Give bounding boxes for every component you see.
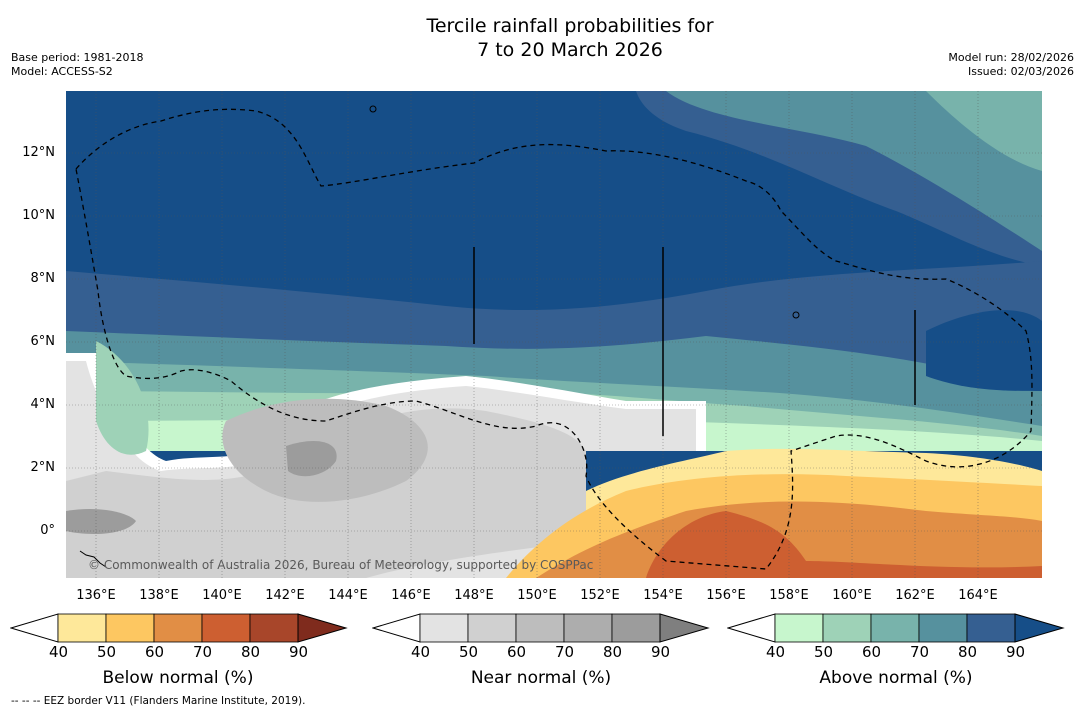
colorbar-below-swatches [9, 613, 348, 643]
meta-left: Base period: 1981-2018 Model: ACCESS-S2 [11, 51, 143, 79]
colorbar-above-title: Above normal (%) [819, 668, 973, 688]
colorbar-min-arrow [9, 613, 59, 643]
cb-tick: 60 [507, 643, 527, 661]
meta-right: Model run: 28/02/2026 Issued: 02/03/2026 [948, 51, 1074, 79]
lon-tick: 148°E [454, 588, 494, 603]
cb-tick: 70 [910, 643, 930, 661]
issued-date: Issued: 02/03/2026 [967, 65, 1074, 78]
probability-map: © Commonwealth of Australia 2026, Bureau… [66, 91, 1042, 578]
graticule [66, 91, 1042, 578]
lon-tick: 150°E [517, 588, 557, 603]
colorbar-swatch [515, 613, 565, 643]
cb-tick: 90 [289, 643, 309, 661]
band-near-80-sw [66, 509, 136, 534]
colorbar-swatch [249, 613, 299, 643]
lat-tick: 6°N [30, 334, 56, 349]
colorbar-swatch [611, 613, 661, 643]
colorbar-swatch [419, 613, 469, 643]
lon-tick: 154°E [643, 588, 683, 603]
band-below-70 [646, 511, 1042, 578]
lat-tick: 4°N [30, 397, 56, 412]
colorbar-swatch [870, 613, 920, 643]
colorbar-near-title: Near normal (%) [470, 668, 612, 688]
cb-tick: 40 [411, 643, 431, 661]
colorbar-swatch [563, 613, 613, 643]
colorbar-max-arrow [297, 613, 348, 643]
colorbar-swatch [774, 613, 824, 643]
lat-tick: 8°N [30, 271, 56, 286]
model-run: Model run: 28/02/2026 [948, 51, 1074, 64]
map-canvas [66, 91, 1042, 578]
eez-border [75, 108, 1033, 570]
cb-tick: 80 [958, 643, 978, 661]
lon-tick: 156°E [706, 588, 746, 603]
colorbar-below [9, 613, 350, 647]
lat-tick: 10°N [22, 208, 55, 223]
lon-tick: 140°E [202, 588, 242, 603]
lat-tick: 0° [40, 523, 55, 538]
model-name: Model: ACCESS-S2 [11, 65, 113, 78]
lon-tick: 158°E [769, 588, 809, 603]
band-above-70-ne [666, 91, 1042, 251]
colorbar-below-title: Below normal (%) [102, 668, 254, 688]
colorbar-swatch [201, 613, 251, 643]
lon-tick: 138°E [139, 588, 179, 603]
base-period: Base period: 1981-2018 [11, 51, 144, 64]
cb-tick: 40 [49, 643, 69, 661]
colorbar-swatch [57, 613, 107, 643]
lon-tick: 164°E [958, 588, 998, 603]
lon-tick: 160°E [832, 588, 872, 603]
cb-tick: 50 [459, 643, 479, 661]
cb-tick: 50 [97, 643, 117, 661]
lat-tick: 2°N [30, 460, 56, 475]
lon-tick: 152°E [580, 588, 620, 603]
band-above-60-ne [926, 91, 1042, 171]
cb-tick: 80 [603, 643, 623, 661]
colorbar-swatch [918, 613, 968, 643]
band-above-90-east [926, 310, 1042, 391]
cb-tick: 70 [555, 643, 575, 661]
zone-dividers [473, 247, 916, 436]
colorbar-swatch [467, 613, 517, 643]
eez-footnote: -- -- -- EEZ border V11 (Flanders Marine… [11, 695, 306, 707]
cb-tick: 80 [241, 643, 261, 661]
colorbar-max-arrow [659, 613, 710, 643]
cb-tick: 90 [651, 643, 671, 661]
island-markers [79, 105, 800, 568]
lon-tick: 146°E [391, 588, 431, 603]
map-title: Tercile rainfall probabilities for 7 to … [0, 14, 1085, 62]
copyright-notice: © Commonwealth of Australia 2026, Bureau… [88, 558, 594, 572]
colorbar-above-swatches [726, 613, 1065, 643]
colorbar-swatch [822, 613, 872, 643]
colorbar-swatch [966, 613, 1016, 643]
colorbar-above [726, 613, 1067, 647]
colorbar-swatch [153, 613, 203, 643]
lat-tick: 12°N [22, 145, 55, 160]
cb-tick: 60 [145, 643, 165, 661]
colorbar-near-swatches [371, 613, 710, 643]
colorbar-swatch [105, 613, 155, 643]
band-above-50-west [96, 341, 149, 455]
lon-tick: 136°E [76, 588, 116, 603]
cb-tick: 70 [193, 643, 213, 661]
cb-tick: 40 [766, 643, 786, 661]
cb-tick: 50 [814, 643, 834, 661]
colorbar-near [371, 613, 712, 647]
lon-tick: 142°E [265, 588, 305, 603]
colorbar-max-arrow [1014, 613, 1065, 643]
lon-tick: 144°E [328, 588, 368, 603]
title-line-1: Tercile rainfall probabilities for [426, 15, 714, 37]
lon-tick: 162°E [895, 588, 935, 603]
cb-tick: 90 [1006, 643, 1026, 661]
colorbar-min-arrow [726, 613, 776, 643]
cb-tick: 60 [862, 643, 882, 661]
colorbar-min-arrow [371, 613, 421, 643]
title-line-2: 7 to 20 March 2026 [477, 39, 663, 61]
band-near-80 [286, 441, 337, 477]
